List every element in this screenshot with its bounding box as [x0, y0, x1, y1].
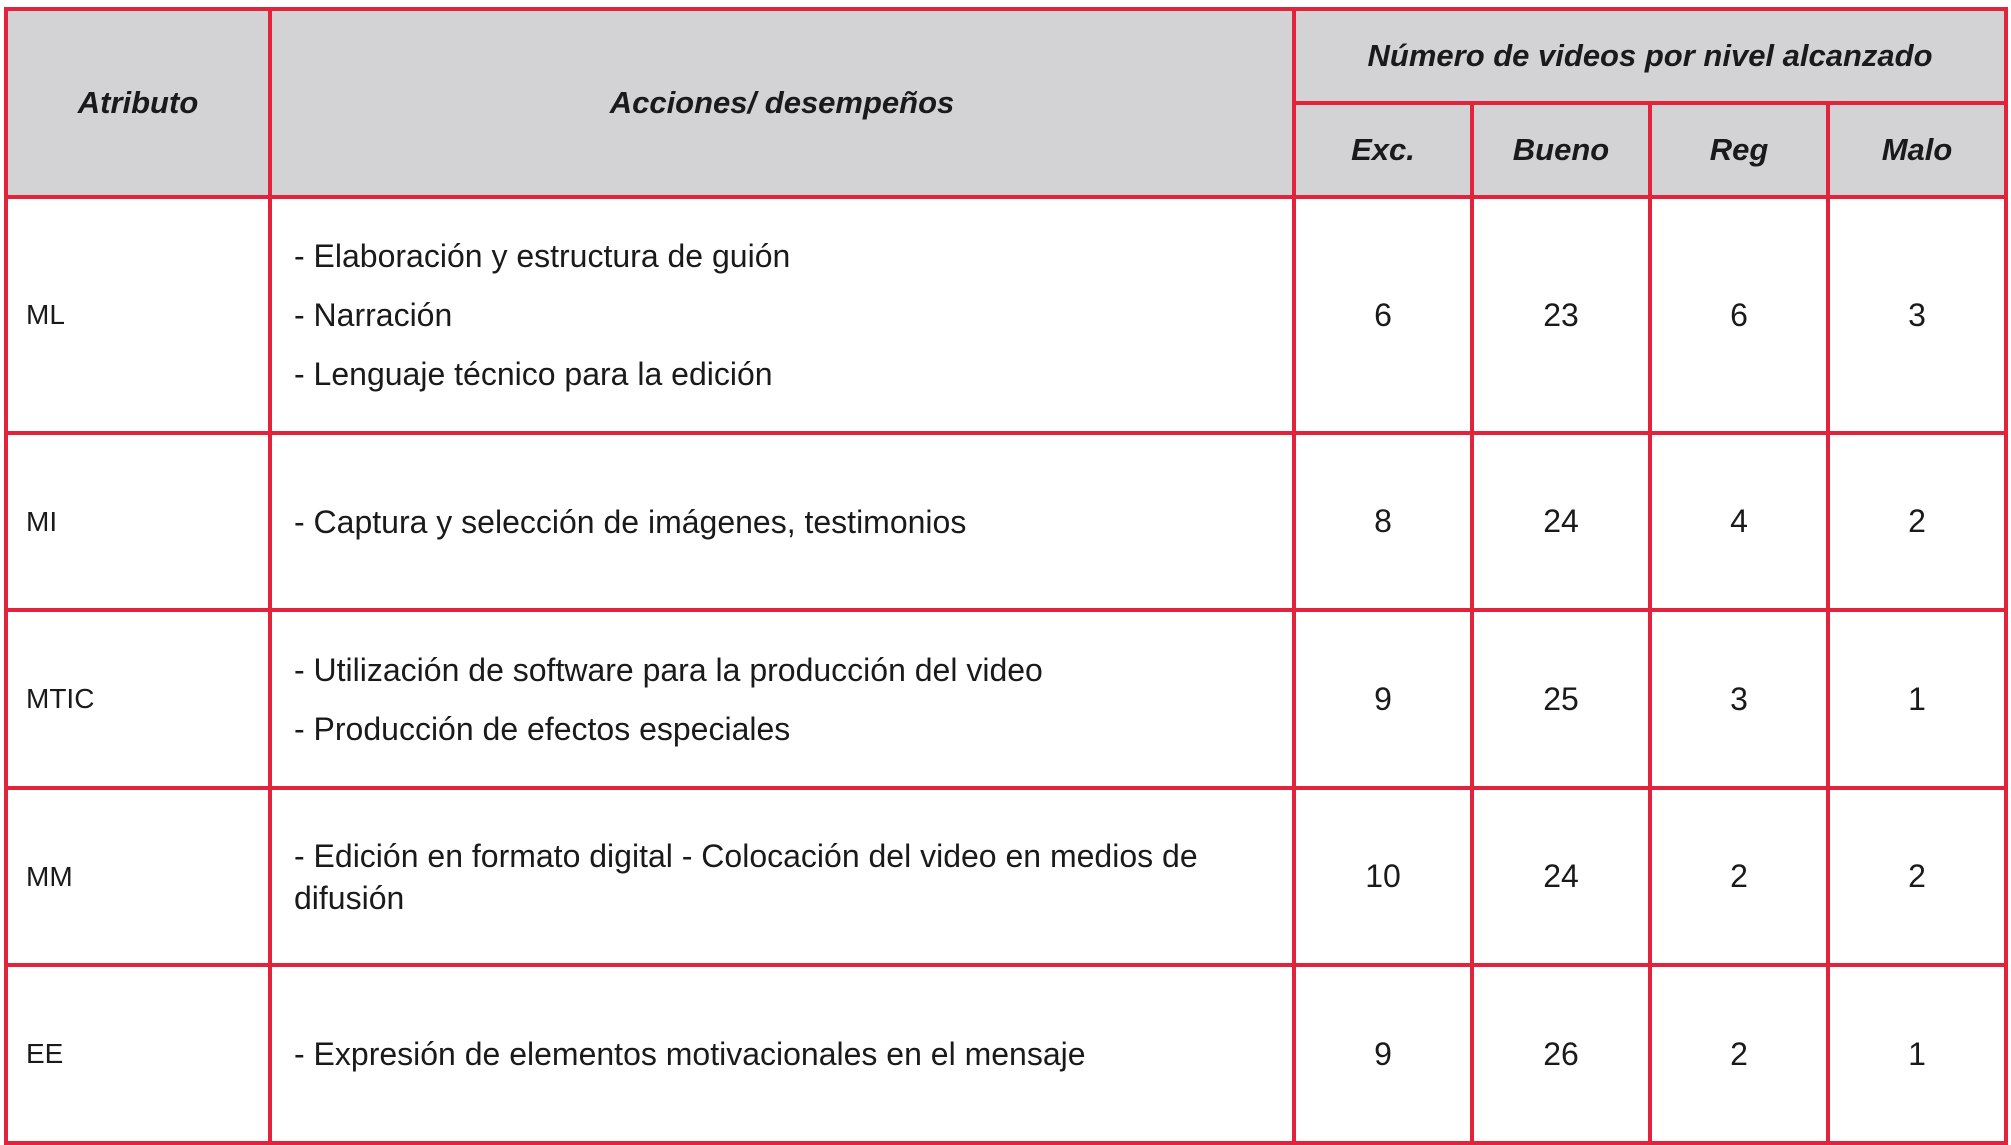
value-bueno: 26 [1470, 963, 1652, 1145]
action-item: - Utilización de software para la produc… [294, 651, 1043, 688]
action-item: - Edición en formato digital - Colocació… [294, 837, 1198, 916]
value-bueno: 24 [1470, 431, 1652, 612]
value-bueno: 24 [1470, 786, 1652, 967]
attribute-header: Atributo [4, 7, 272, 199]
table-row: EE - Expresión de elementos motivacional… [4, 963, 2009, 1145]
action-item: - Captura y selección de imágenes, testi… [294, 503, 967, 540]
attribute-cell: ML [4, 195, 272, 435]
actions-cell: - Edición en formato digital - Colocació… [268, 786, 1296, 967]
value-malo: 2 [1825, 431, 2009, 612]
value-exc: 9 [1292, 608, 1474, 790]
actions-header: Acciones/ desempeños [268, 7, 1296, 199]
value-reg: 4 [1648, 431, 1830, 612]
level-header-reg: Reg [1648, 101, 1830, 199]
attribute-cell: MM [4, 786, 272, 967]
value-exc: 9 [1292, 963, 1474, 1145]
actions-cell: - Expresión de elementos motivacionales … [268, 963, 1296, 1145]
action-item: - Elaboración y estructura de guión [294, 238, 791, 274]
table-row: MTIC - Utilización de software para la p… [4, 608, 2009, 790]
attribute-cell: MTIC [4, 608, 272, 790]
action-item: - Narración [294, 297, 453, 333]
value-exc: 6 [1292, 195, 1474, 435]
actions-cell: - Utilización de software para la produc… [268, 608, 1296, 790]
level-header-malo: Malo [1825, 101, 2009, 199]
value-bueno: 23 [1470, 195, 1652, 435]
action-item: - Expresión de elementos motivacionales … [294, 1036, 1086, 1072]
value-exc: 8 [1292, 431, 1474, 612]
table-row: ML - Elaboración y estructura de guión -… [4, 195, 2009, 435]
actions-cell: - Captura y selección de imágenes, testi… [268, 431, 1296, 612]
value-malo: 1 [1825, 963, 2009, 1145]
value-malo: 3 [1825, 195, 2009, 435]
value-reg: 3 [1648, 608, 1830, 790]
actions-cell: - Elaboración y estructura de guión - Na… [268, 195, 1296, 435]
value-reg: 6 [1648, 195, 1830, 435]
videos-per-level-header: Número de videos por nivel alcanzado [1291, 7, 2009, 105]
level-header-bueno: Bueno [1470, 101, 1652, 199]
level-header-exc: Exc. [1292, 101, 1474, 199]
value-malo: 1 [1825, 608, 2009, 790]
value-bueno: 25 [1470, 608, 1652, 790]
value-reg: 2 [1648, 786, 1830, 967]
table-row: MI - Captura y selección de imágenes, te… [4, 431, 2009, 612]
results-table: Atributo Acciones/ desempeños Número de … [4, 7, 2009, 1145]
value-malo: 2 [1825, 786, 2009, 967]
attribute-cell: MI [4, 431, 272, 612]
action-item: - Lenguaje técnico para la edición [294, 356, 773, 392]
attribute-cell: EE [4, 963, 272, 1145]
value-exc: 10 [1292, 786, 1474, 967]
value-reg: 2 [1648, 963, 1830, 1145]
table-row: MM - Edición en formato digital - Coloca… [4, 786, 2009, 967]
action-item: - Producción de efectos especiales [294, 710, 791, 747]
